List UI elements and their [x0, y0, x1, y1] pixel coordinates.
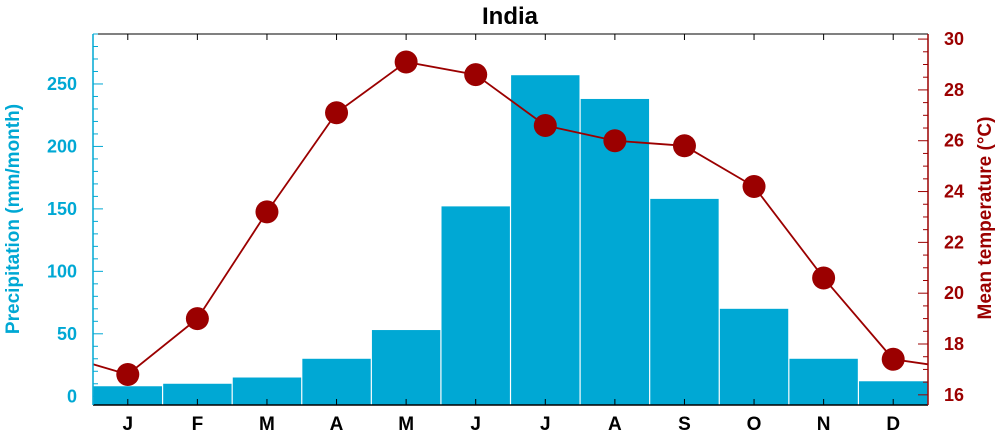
precipitation-bar [302, 358, 371, 405]
left-axis: 0 50 100 150 200 250 [47, 33, 103, 406]
temperature-line-path [92, 61, 929, 376]
right-tick-label: 22 [944, 232, 964, 252]
left-tick-label: 100 [47, 261, 77, 281]
x-tick-label: M [259, 414, 275, 434]
left-tick-label: 250 [47, 74, 77, 94]
chart-title: India [482, 3, 539, 30]
precipitation-bar [371, 330, 441, 405]
x-tick-label: J [470, 414, 481, 434]
x-tick-label: J [123, 414, 134, 434]
temperature-line [92, 61, 929, 376]
left-tick-label: 0 [67, 386, 77, 406]
x-tick-label: D [886, 414, 900, 434]
x-tick-label: O [747, 414, 762, 434]
left-tick-label: 50 [57, 324, 77, 344]
temperature-point [533, 113, 557, 137]
right-tick-label: 16 [944, 385, 964, 405]
right-tick-label: 18 [944, 334, 964, 354]
temperature-point [812, 266, 836, 290]
precipitation-bar [650, 198, 719, 405]
temperature-point [325, 101, 349, 125]
right-tick-label: 20 [944, 283, 964, 303]
temperature-point [464, 63, 488, 87]
x-tick-label: A [608, 414, 622, 434]
temperature-point [881, 347, 905, 371]
x-tick-label: F [192, 414, 204, 434]
temperature-point [116, 363, 140, 387]
x-tick-label: A [330, 414, 344, 434]
x-tick-label: J [540, 414, 551, 434]
precipitation-bar [789, 358, 858, 405]
x-tick-label: N [817, 414, 831, 434]
temperature-point [603, 129, 627, 153]
right-tick-label: 24 [944, 182, 964, 202]
right-tick-label: 30 [944, 29, 964, 49]
temperature-point [255, 200, 279, 224]
left-axis-label: Precipitation (mm/month) [3, 104, 24, 334]
temperature-point [394, 50, 418, 74]
left-tick-label: 150 [47, 199, 77, 219]
right-tick-label: 26 [944, 131, 964, 151]
precipitation-bar [93, 386, 162, 405]
temperature-point [742, 174, 766, 198]
precipitation-bars [93, 75, 928, 405]
right-tick-label: 28 [944, 80, 964, 100]
precipitation-bar [163, 383, 232, 405]
x-tick-label: S [678, 414, 691, 434]
precipitation-bar [859, 381, 928, 405]
temperature-points [116, 50, 905, 387]
plot-frame [93, 33, 928, 406]
temperature-point [672, 134, 696, 158]
right-axis-label: Mean temperature (°C) [975, 117, 996, 320]
x-tick-label: M [398, 414, 414, 434]
right-axis: 16 18 20 22 24 26 28 30 [918, 29, 964, 405]
precipitation-bar [441, 206, 510, 405]
precipitation-bar [719, 308, 789, 405]
temperature-point [185, 307, 209, 331]
left-tick-label: 200 [47, 136, 77, 156]
